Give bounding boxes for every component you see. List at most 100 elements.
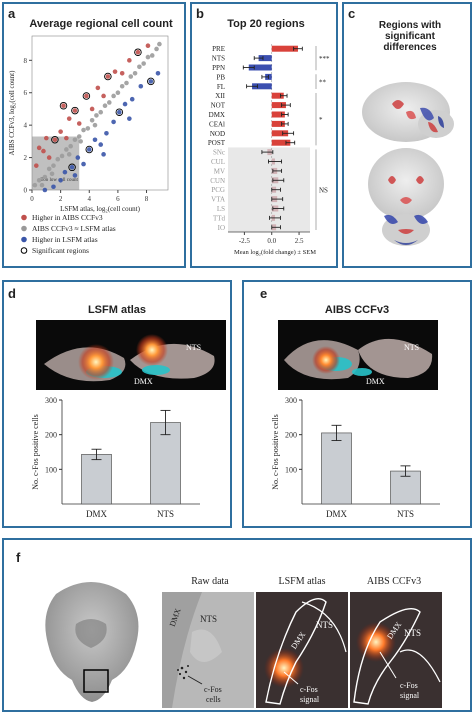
point-higher-lsfm — [75, 155, 81, 160]
point-similar — [49, 171, 55, 177]
point-higher-lsfm — [129, 96, 135, 102]
point-significant — [85, 145, 94, 154]
legend-marker — [20, 247, 28, 254]
category-label: CUN — [210, 177, 225, 185]
point-similar — [124, 80, 129, 86]
category-label: POST — [208, 139, 226, 147]
point-higher-aibs — [105, 74, 111, 79]
y-tick-label: 6 — [24, 89, 28, 97]
category-label: DMX — [326, 509, 348, 519]
point-higher-aibs — [135, 49, 141, 55]
point-similar — [76, 134, 82, 139]
panel-e-label: e — [260, 286, 268, 301]
category-label: CUL — [211, 158, 225, 166]
bar — [150, 422, 181, 505]
panel-b-title: Top 20 regions — [227, 18, 305, 30]
legend-label: Significant regions — [32, 246, 89, 255]
point-higher-aibs — [89, 106, 95, 112]
point-similar — [55, 156, 61, 162]
point-similar — [42, 174, 48, 180]
x-tick-label: 0.0 — [267, 237, 276, 245]
category-label: DMX — [209, 111, 225, 119]
point-similar — [92, 122, 98, 128]
bar — [271, 120, 285, 127]
coronal-section — [45, 582, 139, 702]
aibs-title: AIBS CCFv3 — [366, 576, 422, 587]
raw-data-image: DMX NTS c-Fos cells — [162, 592, 254, 708]
brain-sagittal-view — [362, 82, 454, 142]
sig-mark: NS — [319, 187, 328, 195]
bar — [271, 130, 289, 137]
lsfm-f-signal-label: signal — [300, 695, 320, 704]
point-higher-lsfm — [72, 173, 78, 178]
panel-d-title: LSFM atlas — [87, 304, 147, 316]
aibs-f-cfos-label: c-Fos — [400, 681, 418, 690]
raw-data-title: Raw data — [191, 576, 229, 587]
point-similar — [66, 152, 72, 157]
raw-cells-label: cells — [206, 695, 221, 704]
aibs-dmx-label: DMX — [366, 377, 385, 386]
point-similar — [98, 109, 104, 115]
y-axis-label: AIBS CCFv3, log₂(cell count) — [8, 70, 16, 156]
point-significant — [147, 77, 155, 86]
point-higher-aibs — [52, 137, 58, 143]
brain-renderings — [362, 82, 454, 246]
sig-mark: ** — [319, 79, 327, 87]
y-tick-label: 0 — [24, 187, 28, 195]
bar-chart-e: 100 200 300 DMX NTS No. c-Fos positive cells — [271, 396, 440, 519]
y-tick-label: 300 — [45, 396, 57, 405]
category-label: PB — [216, 73, 225, 81]
brain-dorsal-view — [368, 148, 444, 246]
point-higher-aibs — [101, 93, 106, 99]
legend-label: Higher in LSFM atlas — [32, 235, 98, 244]
point-significant — [71, 106, 79, 115]
point-higher-aibs — [44, 135, 49, 141]
x-axis-label: LSFM atlas, log₂(cell count) — [60, 205, 140, 213]
point-higher-lsfm — [104, 130, 109, 136]
category-label: PRE — [212, 45, 225, 53]
point-significant — [82, 92, 91, 100]
point-similar — [39, 182, 45, 188]
x-axis-label: Mean log₂(fold change) ± SEM — [234, 249, 316, 256]
bar — [271, 111, 285, 118]
lsfm-3d-render: NTS DMX — [36, 320, 226, 390]
category-label: NTS — [157, 509, 174, 519]
point-higher-lsfm — [155, 70, 161, 76]
category-label: PPN — [212, 64, 225, 72]
bar — [258, 55, 272, 62]
point-similar — [119, 83, 125, 89]
point-similar — [149, 53, 155, 58]
y-tick-label: 4 — [24, 122, 28, 130]
category-label: NTS — [212, 55, 225, 63]
lsfm-f-nts-label: NTS — [316, 620, 333, 630]
y-axis-label: No. c-Fos positive cells — [31, 414, 40, 490]
point-higher-aibs — [112, 69, 118, 74]
bar — [271, 92, 284, 99]
panel-e-title: AIBS CCFv3 — [324, 304, 390, 316]
x-tick-label: 0 — [30, 195, 34, 203]
point-similar — [94, 113, 99, 118]
y-tick-label: 200 — [45, 431, 57, 440]
point-similar — [81, 127, 86, 133]
point-higher-aibs — [46, 155, 52, 160]
point-higher-lsfm — [148, 79, 154, 84]
point-higher-aibs — [33, 163, 39, 168]
category-label: NOD — [210, 130, 225, 138]
category-label: IO — [218, 224, 225, 232]
point-similar — [51, 163, 56, 168]
point-higher-lsfm — [111, 119, 116, 125]
category-label: PCG — [211, 186, 225, 194]
legend-label: AIBS CCFv3 ≈ LSFM atlas — [32, 224, 116, 233]
y-tick-label: 2 — [24, 154, 28, 162]
point-higher-aibs — [76, 121, 82, 126]
point-higher-lsfm — [42, 187, 48, 193]
point-higher-lsfm — [122, 101, 128, 107]
bar-chart-b: PRENTSPPNPBFLXIINOTDMXCEAlNODPOSTSNcCULM… — [208, 44, 330, 256]
category-label: NTS — [397, 509, 414, 519]
aibs-f-nts-label: NTS — [404, 628, 421, 638]
point-similar — [68, 143, 73, 149]
point-higher-lsfm — [101, 152, 106, 157]
category-label: XII — [215, 92, 225, 100]
point-higher-aibs — [61, 103, 66, 109]
